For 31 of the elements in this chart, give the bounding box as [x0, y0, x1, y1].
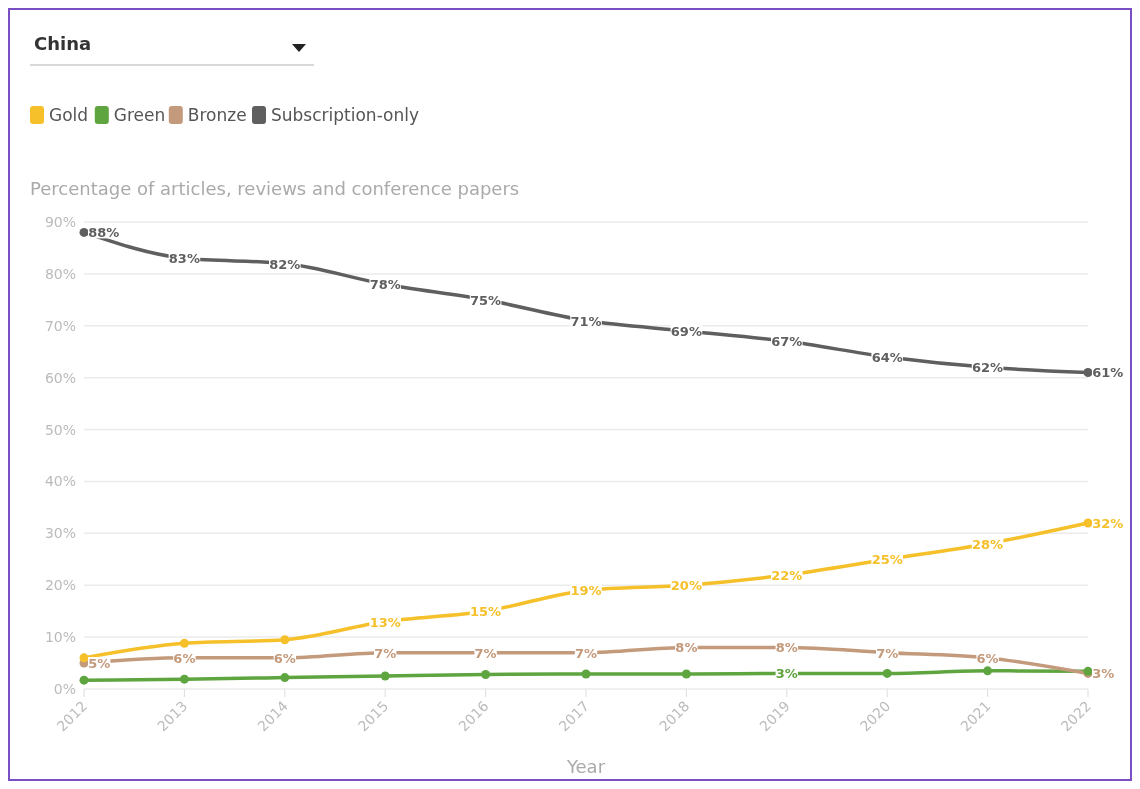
y-tick-label: 50%	[44, 421, 76, 438]
point	[882, 668, 892, 678]
y-tick-label: 0%	[53, 681, 76, 697]
y-tick-label: 80%	[44, 265, 76, 282]
legend-label: Subscription-only	[271, 105, 420, 125]
point	[481, 669, 491, 679]
point	[681, 669, 691, 679]
point	[380, 671, 390, 681]
y-tick-label: 90%	[44, 214, 76, 230]
data-label: 3%	[1092, 666, 1115, 682]
legend-label: Gold	[49, 105, 89, 125]
y-tick-label: 40%	[44, 473, 76, 490]
y-tick-label: 10%	[44, 629, 76, 646]
y-tick-label: 30%	[44, 525, 76, 542]
x-axis-title: Year	[565, 756, 606, 777]
data-label: 32%	[1092, 515, 1124, 531]
legend-label: Bronze	[187, 105, 247, 125]
legend-label: Green	[113, 105, 166, 125]
y-tick-label: 70%	[44, 317, 76, 334]
data-label: 88%	[88, 225, 120, 241]
point	[983, 666, 993, 676]
data-label: 61%	[1092, 365, 1124, 381]
chart-title: China	[34, 33, 92, 54]
point	[280, 673, 290, 683]
y-axis-title: Percentage of articles, reviews and conference papers	[30, 178, 520, 199]
point	[179, 674, 189, 684]
data-label: 5%	[88, 656, 111, 672]
y-tick-label: 60%	[44, 369, 76, 386]
y-tick-label: 20%	[44, 577, 76, 594]
point	[581, 669, 591, 679]
point	[79, 675, 89, 685]
